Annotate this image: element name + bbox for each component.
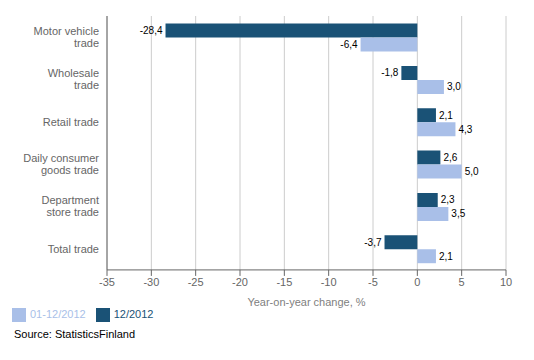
svg-text:-6,4: -6,4 xyxy=(340,39,358,50)
svg-text:-10: -10 xyxy=(321,276,337,288)
svg-text:-30: -30 xyxy=(143,276,159,288)
svg-text:-28,4: -28,4 xyxy=(140,25,163,36)
svg-text:2,1: 2,1 xyxy=(439,110,453,121)
svg-text:2,6: 2,6 xyxy=(443,152,457,163)
svg-text:Motor vehicletrade: Motor vehicletrade xyxy=(34,25,99,49)
html-text:Source: StatisticsFinland: Source: StatisticsFinland xyxy=(14,328,136,340)
svg-text:3,0: 3,0 xyxy=(447,81,461,92)
svg-text:Year-on-year change, %: Year-on-year change, % xyxy=(247,296,365,308)
svg-text:-5: -5 xyxy=(368,276,378,288)
svg-text:Retail trade: Retail trade xyxy=(43,116,99,128)
svg-text:10: 10 xyxy=(500,276,512,288)
svg-text:2,3: 2,3 xyxy=(441,194,455,205)
svg-text:Total trade: Total trade xyxy=(48,243,99,255)
svg-text:Departmentstore trade: Departmentstore trade xyxy=(42,194,99,218)
svg-text:Daily consumergoods trade: Daily consumergoods trade xyxy=(23,152,99,176)
svg-text:-1,8: -1,8 xyxy=(381,67,399,78)
svg-text:2,1: 2,1 xyxy=(439,251,453,262)
svg-text:Wholesaletrade: Wholesaletrade xyxy=(48,67,99,91)
html-text:01-12/2012: 01-12/2012 xyxy=(30,307,86,320)
svg-text:4,3: 4,3 xyxy=(458,124,472,135)
svg-text:5,0: 5,0 xyxy=(465,166,479,177)
svg-text:-25: -25 xyxy=(188,276,204,288)
svg-text:-20: -20 xyxy=(232,276,248,288)
svg-text:-35: -35 xyxy=(99,276,115,288)
svg-text:5: 5 xyxy=(459,276,465,288)
svg-text:-15: -15 xyxy=(276,276,292,288)
svg-text:0: 0 xyxy=(414,276,420,288)
svg-text:-3,7: -3,7 xyxy=(364,237,382,248)
html-text:12/2012: 12/2012 xyxy=(113,307,154,320)
svg-text:3,5: 3,5 xyxy=(451,208,465,219)
